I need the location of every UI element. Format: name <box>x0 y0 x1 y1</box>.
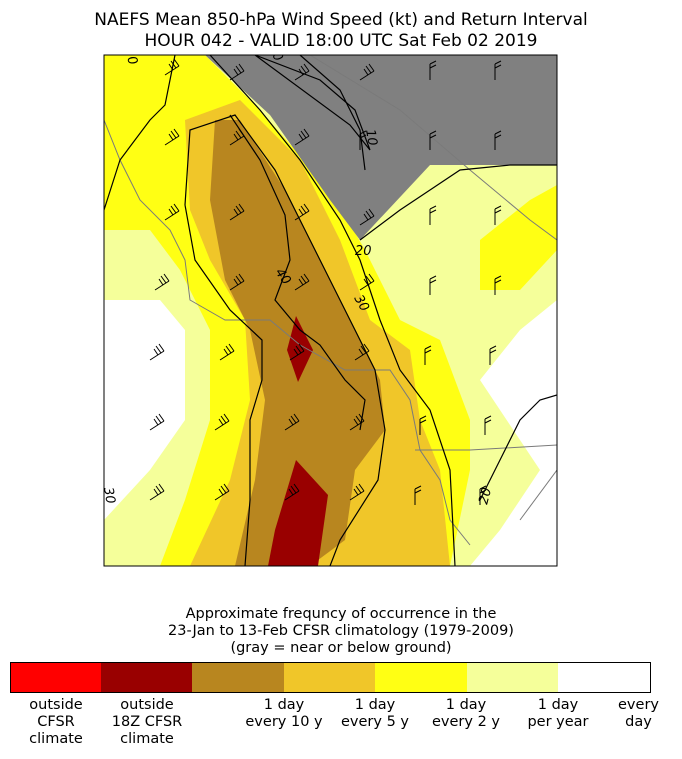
state-borders <box>104 55 557 546</box>
colorbar <box>10 662 651 693</box>
colorbar-swatch-outside-cfsr <box>10 662 101 693</box>
legend-label-2y: 1 day every 2 y <box>432 697 500 730</box>
colorbar-swatch-every-day <box>558 662 650 693</box>
contour-label-20-upper: 20 <box>355 244 372 259</box>
legend-label-10y: 1 day every 10 y <box>245 697 323 730</box>
region-outside-18z-climate-south <box>268 460 328 566</box>
region-below-ground <box>205 55 557 240</box>
wind-speed-map: 10 20 20 30 30 40 0 0 <box>100 50 558 567</box>
contour-label-30-center: 30 <box>351 293 372 315</box>
legend-label-every-day: every day <box>618 697 659 730</box>
map-frame <box>103 54 558 567</box>
contour-label-30-left: 30 <box>100 486 118 505</box>
colorbar-swatch-10y <box>192 662 284 693</box>
region-outside-18z-climate-north <box>287 316 313 382</box>
map-subtitle: HOUR 042 - VALID 18:00 UTC Sat Feb 02 20… <box>144 31 538 51</box>
legend-caption-line3: (gray = near or below ground) <box>230 640 452 656</box>
wind-speed-contours <box>104 55 557 566</box>
legend-caption-line2: 23-Jan to 13-Feb CFSR climatology (1979-… <box>168 623 514 639</box>
colorbar-swatch-per-year <box>467 662 558 693</box>
legend-label-5y: 1 day every 5 y <box>341 697 409 730</box>
colorbar-swatch-2y <box>375 662 467 693</box>
legend-caption-line1: Approximate frequncy of occurrence in th… <box>185 606 497 622</box>
legend-label-outside-18z: outside 18Z CFSR climate <box>111 697 183 747</box>
contour-label-10: 10 <box>362 128 380 147</box>
contour-label-top-center: 0 <box>269 50 286 65</box>
map-title: NAEFS Mean 850-hPa Wind Speed (kt) and R… <box>94 10 588 30</box>
contour-label-20-lower: 20 <box>476 486 495 506</box>
colorbar-swatch-outside-18z <box>101 662 192 693</box>
legend-label-outside-cfsr: outside CFSR climate <box>29 697 83 747</box>
legend-label-per-year: 1 day per year <box>527 697 589 730</box>
colorbar-swatch-5y <box>284 662 375 693</box>
